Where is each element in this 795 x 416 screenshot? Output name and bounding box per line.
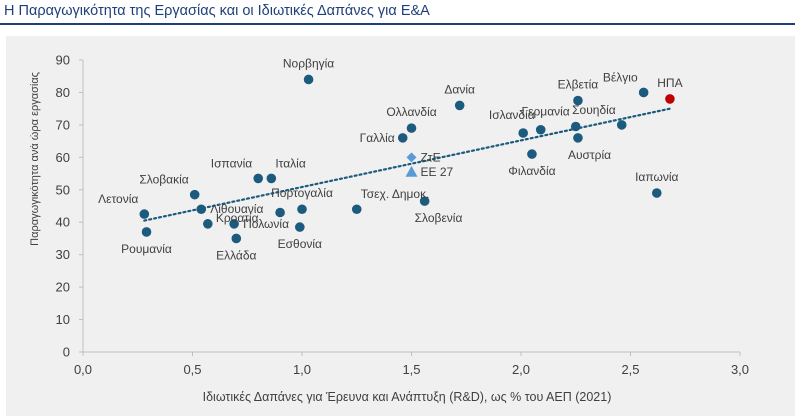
labels-group: Νορβηγία Βέλγιο ΗΠΑ Ελβετία Δανία ΣουηδίαΓερμ… bbox=[98, 56, 682, 262]
point-label: Σλοβακία bbox=[139, 173, 188, 187]
data-point bbox=[266, 173, 277, 184]
x-tick-label: 1,0 bbox=[293, 362, 311, 377]
data-point bbox=[638, 87, 649, 98]
data-point-triangle bbox=[405, 165, 418, 177]
y-tick-label: 50 bbox=[56, 182, 70, 197]
point-label: Τσεχ. Δημοκ. bbox=[361, 187, 430, 201]
data-point bbox=[231, 233, 242, 244]
data-point bbox=[189, 189, 200, 200]
x-tick-label: 2,0 bbox=[512, 362, 530, 377]
data-point bbox=[253, 173, 263, 184]
point-label: Δανία bbox=[444, 82, 475, 96]
data-point bbox=[139, 209, 150, 219]
data-point bbox=[454, 100, 465, 111]
point-label: Ρουμανία bbox=[121, 242, 172, 256]
point-label: Κροατία bbox=[216, 211, 259, 225]
point-label: Εσθονία bbox=[278, 237, 322, 251]
data-point bbox=[196, 204, 207, 215]
data-point bbox=[419, 196, 430, 206]
data-point bbox=[651, 188, 662, 198]
point-label: Βέλγιο bbox=[603, 70, 638, 84]
data-point bbox=[275, 207, 285, 218]
y-axis-label: Παραγωγικότητα ανά ώρα εργασίας bbox=[30, 72, 41, 246]
y-tick-label: 30 bbox=[56, 247, 70, 262]
x-tick-label: 0,0 bbox=[74, 362, 92, 377]
data-point bbox=[573, 133, 583, 143]
data-point bbox=[527, 149, 537, 159]
y-tick-label: 60 bbox=[56, 150, 70, 165]
point-label: Ιταλία bbox=[275, 156, 306, 170]
y-tick-label: 0 bbox=[63, 345, 70, 360]
title-divider bbox=[0, 23, 795, 25]
y-axis-label-box: Παραγωγικότητα ανά ώρα εργασίας bbox=[30, 72, 44, 332]
data-point bbox=[397, 133, 408, 143]
point-label: Σουηδία bbox=[572, 103, 616, 117]
y-tick-label: 70 bbox=[56, 117, 70, 132]
point-label: Ελλάδα bbox=[216, 248, 256, 262]
y-tick-label: 90 bbox=[56, 53, 70, 68]
x-tick-label: 2,5 bbox=[621, 362, 639, 377]
chart-background bbox=[6, 36, 795, 416]
x-tick-label: 1,5 bbox=[402, 362, 420, 377]
point-label: Λετονία bbox=[98, 192, 138, 206]
data-point bbox=[406, 123, 417, 133]
data-point bbox=[535, 124, 546, 135]
point-label: Ισπανία bbox=[211, 156, 252, 170]
y-tick-label: 80 bbox=[56, 85, 70, 100]
point-label: ΕΕ 27 bbox=[421, 165, 454, 179]
point-label: Γερμανία bbox=[522, 105, 570, 119]
trendline-group bbox=[143, 107, 672, 222]
point-label: Φιλανδία bbox=[508, 164, 555, 178]
data-point bbox=[616, 120, 627, 130]
point-label: ΗΠΑ bbox=[657, 76, 682, 90]
x-axis-label: Ιδιωτικές Δαπάνες για Έρευνα και Ανάπτυξ… bbox=[203, 390, 612, 404]
data-point bbox=[665, 94, 675, 104]
data-point bbox=[141, 227, 152, 237]
data-point bbox=[203, 219, 213, 229]
x-tick-label: 0,5 bbox=[183, 362, 201, 377]
point-label: Πολωνία bbox=[243, 217, 289, 231]
trendline bbox=[143, 107, 672, 222]
point-label: Ελβετία bbox=[558, 78, 599, 92]
point-label: Σλοβενία bbox=[415, 211, 463, 225]
point-label: Ισλανδία bbox=[489, 108, 535, 122]
point-label: Γαλλία bbox=[360, 131, 395, 145]
point-label: ΖτΕ bbox=[421, 150, 441, 164]
y-tick-label: 40 bbox=[56, 215, 70, 230]
data-point bbox=[518, 128, 528, 138]
axes: 0 10 20 30 40 50 60 70 80 90 0,0 0,5 1,0 1,5 2,0 2,5 3,0 bbox=[56, 53, 750, 378]
data-point bbox=[229, 219, 239, 229]
chart-title: Η Παραγωγικότητα της Εργασίας και οι Ιδι… bbox=[4, 3, 430, 19]
data-point bbox=[295, 222, 305, 232]
data-point-diamond bbox=[406, 152, 417, 163]
point-label: Νορβηγία bbox=[283, 56, 334, 70]
point-label: Ολλανδία bbox=[386, 105, 436, 119]
y-tick-label: 10 bbox=[56, 312, 70, 327]
data-point bbox=[297, 204, 307, 215]
point-label: Αυστρία bbox=[568, 148, 611, 162]
data-point bbox=[351, 204, 362, 215]
point-label: Λιθουανία bbox=[210, 202, 263, 216]
points-group bbox=[139, 74, 675, 244]
y-tick-label: 20 bbox=[56, 280, 70, 295]
x-tick-label: 3,0 bbox=[731, 362, 749, 377]
data-point bbox=[303, 74, 314, 85]
data-point bbox=[570, 121, 581, 132]
point-label: Πορτογαλία bbox=[271, 186, 333, 200]
data-point bbox=[573, 95, 583, 106]
point-label: Ιαπωνία bbox=[635, 170, 678, 184]
